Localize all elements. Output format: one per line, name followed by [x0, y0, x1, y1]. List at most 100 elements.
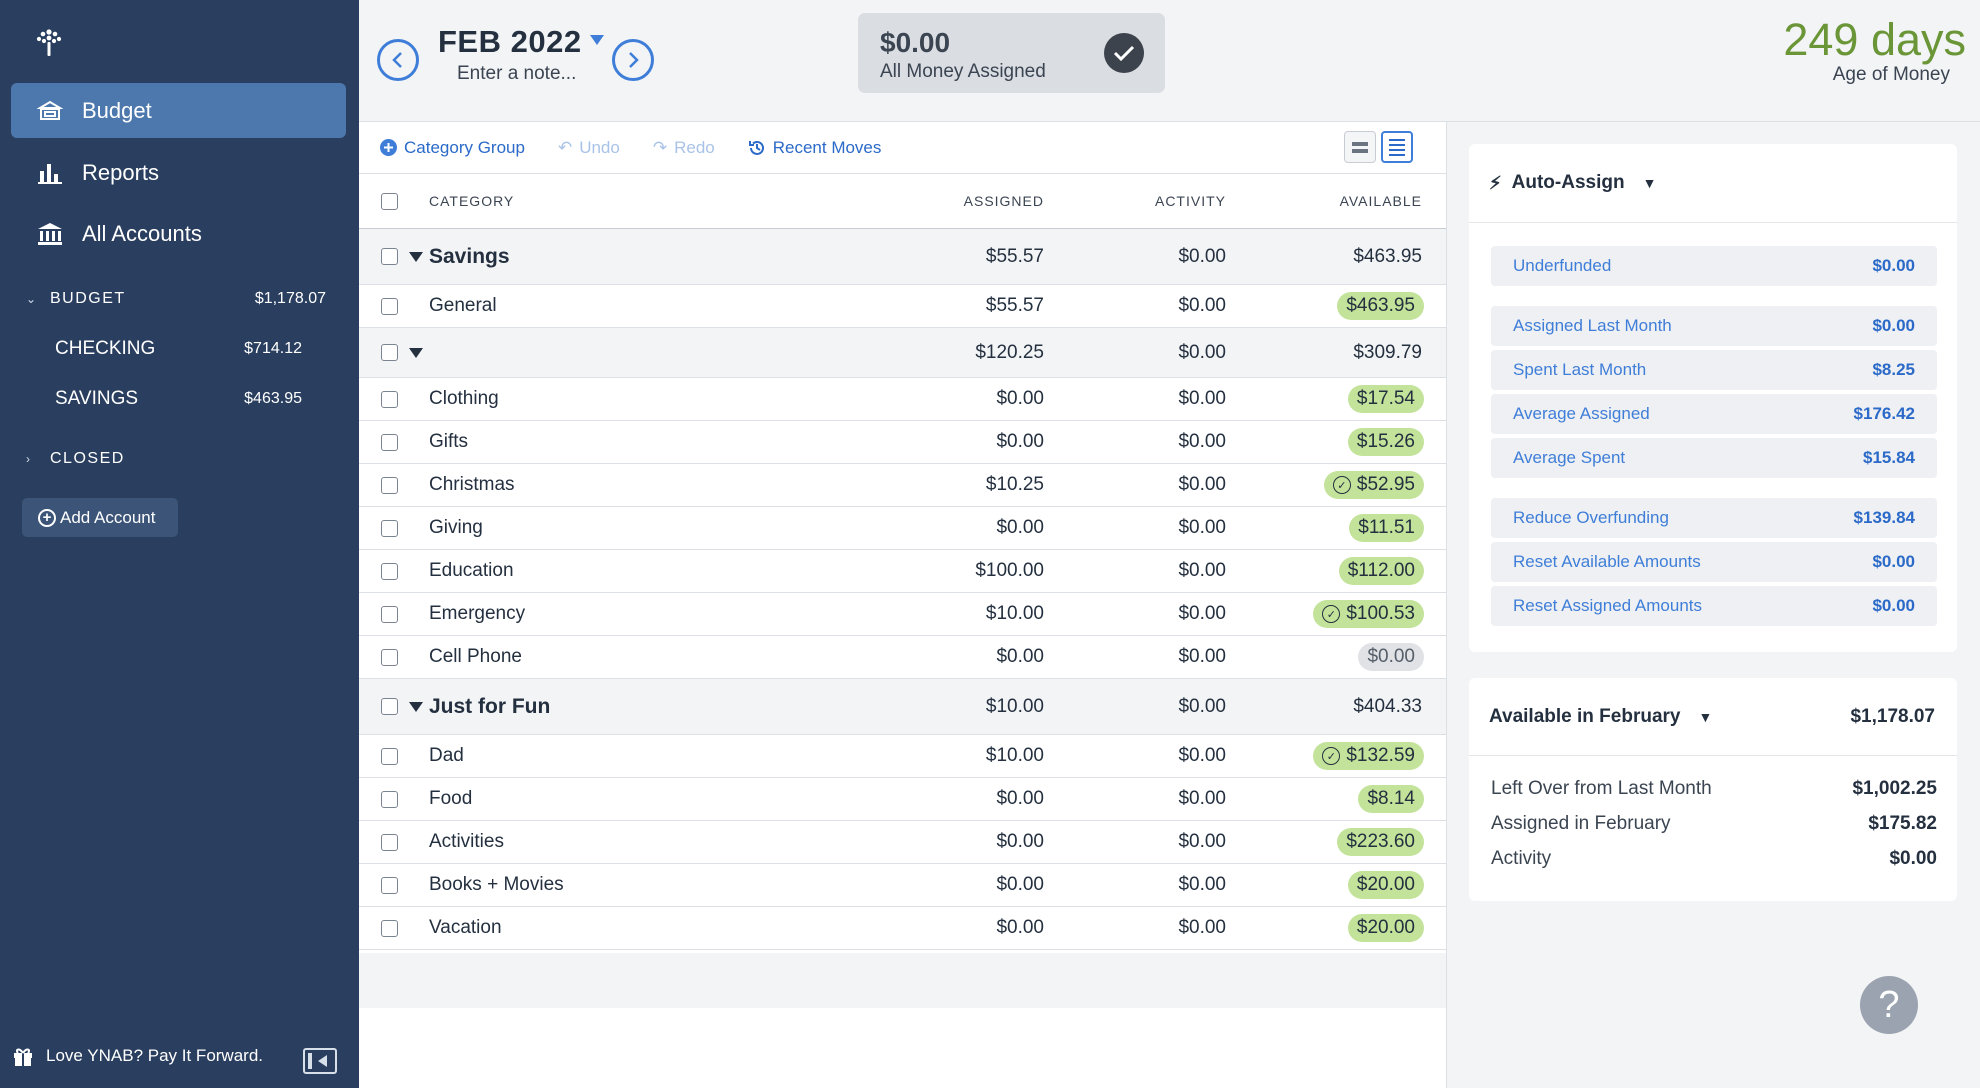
budget-accounts-group[interactable]: ⌄ BUDGET $1,178.07 [26, 284, 326, 314]
activity-amount[interactable]: $0.00 [1178, 431, 1226, 452]
available-pill[interactable]: $463.95 [1337, 292, 1424, 320]
auto-assign-option[interactable]: Reset Available Amounts $0.00 [1491, 542, 1937, 582]
collapse-triangle-icon[interactable] [409, 701, 423, 712]
category-group-row[interactable]: Just for Fun $10.00 $0.00 $404.33 [359, 679, 1446, 735]
category-row[interactable]: Vacation $0.00 $0.00 $20.00 [359, 907, 1446, 950]
assigned-amount[interactable]: $0.00 [996, 517, 1044, 538]
category-row[interactable]: Emergency $10.00 $0.00 ✓ $100.53 [359, 593, 1446, 636]
category-row[interactable]: Christmas $10.25 $0.00 ✓ $52.95 [359, 464, 1446, 507]
activity-amount[interactable]: $0.00 [1178, 474, 1226, 495]
assigned-amount[interactable]: $10.00 [985, 603, 1044, 624]
available-in-month-header[interactable]: Available in February ▼︎ $1,178.07 [1469, 678, 1957, 756]
category-row[interactable]: Giving $0.00 $0.00 $11.51 [359, 507, 1446, 550]
assigned-amount[interactable]: $55.57 [985, 245, 1044, 267]
closed-accounts-group[interactable]: › CLOSED [26, 444, 326, 474]
activity-amount[interactable]: $0.00 [1178, 603, 1226, 624]
auto-assign-option[interactable]: Average Assigned $176.42 [1491, 394, 1937, 434]
category-name[interactable]: Food [429, 788, 473, 809]
collapse-triangle-icon[interactable] [409, 251, 423, 262]
activity-amount[interactable]: $0.00 [1178, 788, 1226, 809]
row-checkbox[interactable] [381, 476, 398, 494]
month-selector[interactable]: FEB 2022 [438, 24, 604, 60]
recent-moves-button[interactable]: Recent Moves [748, 138, 881, 158]
assigned-amount[interactable]: $100.00 [975, 560, 1044, 581]
available-pill[interactable]: $223.60 [1337, 828, 1424, 856]
activity-amount[interactable]: $0.00 [1178, 646, 1226, 667]
auto-assign-option[interactable]: Underfunded $0.00 [1491, 246, 1937, 286]
row-checkbox[interactable] [381, 698, 398, 715]
category-name[interactable]: Emergency [429, 603, 526, 624]
activity-amount[interactable]: $0.00 [1178, 245, 1226, 267]
category-row[interactable]: Gifts $0.00 $0.00 $15.26 [359, 421, 1446, 464]
next-month-button[interactable] [612, 39, 654, 81]
auto-assign-option[interactable]: Assigned Last Month $0.00 [1491, 306, 1937, 346]
category-group-row[interactable]: Savings $55.57 $0.00 $463.95 [359, 229, 1446, 285]
category-name[interactable]: Savings [429, 244, 510, 268]
activity-amount[interactable]: $0.00 [1178, 874, 1226, 895]
category-name[interactable]: Activities [429, 831, 504, 852]
available-pill[interactable]: $20.00 [1347, 871, 1424, 899]
category-row[interactable]: Dad $10.00 $0.00 ✓ $132.59 [359, 735, 1446, 778]
category-row[interactable]: Books + Movies $0.00 $0.00 $20.00 [359, 864, 1446, 907]
category-name[interactable]: Vacation [429, 917, 502, 938]
available-pill[interactable]: ✓ $100.53 [1313, 600, 1424, 628]
pay-it-forward-link[interactable]: Love YNAB? Pay It Forward. [12, 1045, 263, 1067]
assigned-amount[interactable]: $0.00 [996, 831, 1044, 852]
available-pill[interactable]: $8.14 [1358, 785, 1424, 813]
row-checkbox[interactable] [381, 790, 398, 808]
nav-all-accounts[interactable]: All Accounts [11, 206, 346, 261]
category-name[interactable]: Education [429, 560, 514, 581]
category-name[interactable]: Books + Movies [429, 874, 564, 895]
redo-button[interactable]: ↷ Redo [653, 138, 715, 158]
category-name[interactable]: Just for Fun [429, 694, 551, 718]
category-name[interactable]: Clothing [429, 388, 499, 409]
account-checking[interactable]: CHECKING $714.12 [55, 334, 302, 364]
available-pill[interactable]: $11.51 [1349, 514, 1424, 542]
row-checkbox[interactable] [381, 297, 398, 315]
row-checkbox[interactable] [381, 605, 398, 623]
category-name[interactable]: Christmas [429, 474, 515, 495]
auto-assign-option[interactable]: Reduce Overfunding $139.84 [1491, 498, 1937, 538]
available-pill[interactable]: $112.00 [1338, 557, 1424, 585]
assigned-amount[interactable]: $0.00 [996, 874, 1044, 895]
available-pill[interactable]: $0.00 [1358, 643, 1424, 671]
available-pill[interactable]: $17.54 [1347, 385, 1424, 413]
assigned-amount[interactable]: $0.00 [996, 646, 1044, 667]
assigned-amount[interactable]: $0.00 [996, 388, 1044, 409]
activity-amount[interactable]: $0.00 [1178, 695, 1226, 717]
category-row[interactable]: Cell Phone $0.00 $0.00 $0.00 [359, 636, 1446, 679]
activity-amount[interactable]: $0.00 [1178, 341, 1226, 363]
month-note-field[interactable]: Enter a note... [457, 63, 577, 84]
activity-amount[interactable]: $0.00 [1178, 295, 1226, 316]
row-checkbox[interactable] [381, 747, 398, 765]
row-checkbox[interactable] [381, 876, 398, 894]
available-pill[interactable]: $20.00 [1347, 914, 1424, 942]
row-checkbox[interactable] [381, 562, 398, 580]
category-name[interactable]: Giving [429, 517, 483, 538]
assigned-amount[interactable]: $120.25 [975, 341, 1044, 363]
row-checkbox[interactable] [381, 433, 398, 451]
available-pill[interactable]: ✓ $52.95 [1323, 471, 1424, 499]
add-category-group-button[interactable]: Category Group [380, 138, 525, 158]
category-name[interactable]: Gifts [429, 431, 469, 452]
account-savings[interactable]: SAVINGS $463.95 [55, 384, 302, 414]
category-name[interactable]: General [429, 295, 497, 316]
auto-assign-option[interactable]: Average Spent $15.84 [1491, 438, 1937, 478]
category-group-row[interactable]: $120.25 $0.00 $309.79 [359, 328, 1446, 378]
row-checkbox[interactable] [381, 833, 398, 851]
add-account-button[interactable]: + Add Account [22, 498, 178, 537]
row-checkbox[interactable] [381, 648, 398, 666]
available-pill[interactable]: $15.26 [1347, 428, 1424, 456]
activity-amount[interactable]: $0.00 [1178, 517, 1226, 538]
activity-amount[interactable]: $0.00 [1178, 831, 1226, 852]
activity-amount[interactable]: $0.00 [1178, 917, 1226, 938]
nav-reports[interactable]: Reports [11, 145, 346, 200]
activity-amount[interactable]: $0.00 [1178, 388, 1226, 409]
auto-assign-option[interactable]: Spent Last Month $8.25 [1491, 350, 1937, 390]
expanded-view-toggle[interactable] [1344, 131, 1376, 163]
available-pill[interactable]: ✓ $132.59 [1313, 742, 1424, 770]
row-checkbox[interactable] [381, 519, 398, 537]
assigned-amount[interactable]: $10.00 [985, 695, 1044, 717]
row-checkbox[interactable] [381, 390, 398, 408]
category-row[interactable]: Education $100.00 $0.00 $112.00 [359, 550, 1446, 593]
